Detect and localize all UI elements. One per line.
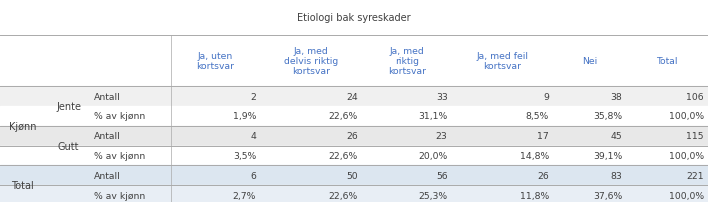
Text: 38: 38 — [610, 92, 622, 101]
Text: 45: 45 — [610, 132, 622, 140]
Text: 24: 24 — [346, 92, 358, 101]
Text: Antall: Antall — [94, 132, 121, 140]
Text: 33: 33 — [435, 92, 447, 101]
Text: 106: 106 — [686, 92, 704, 101]
Text: 1,9%: 1,9% — [233, 112, 256, 121]
Text: Antall: Antall — [94, 171, 121, 180]
Bar — [0, 36, 708, 87]
Text: 83: 83 — [610, 171, 622, 180]
Text: 3,5%: 3,5% — [233, 151, 256, 160]
Text: 6: 6 — [251, 171, 256, 180]
Text: 221: 221 — [686, 171, 704, 180]
Text: Total: Total — [656, 57, 678, 66]
Text: 8,5%: 8,5% — [526, 112, 549, 121]
Text: 17: 17 — [537, 132, 549, 140]
Text: Nei: Nei — [582, 57, 598, 66]
Text: 56: 56 — [436, 171, 447, 180]
Text: 4: 4 — [251, 132, 256, 140]
Text: Total: Total — [11, 180, 34, 190]
Text: 22,6%: 22,6% — [329, 151, 358, 160]
Text: 11,8%: 11,8% — [520, 191, 549, 200]
Text: 22,6%: 22,6% — [329, 112, 358, 121]
Text: % av kjønn: % av kjønn — [94, 151, 146, 160]
Text: Antall: Antall — [94, 92, 121, 101]
Text: 9: 9 — [543, 92, 549, 101]
Bar — [0, 0, 708, 36]
Text: Ja, med
delvis riktig
kortsvar: Ja, med delvis riktig kortsvar — [284, 46, 338, 76]
Text: 100,0%: 100,0% — [668, 191, 704, 200]
Text: Gutt: Gutt — [58, 141, 79, 151]
Text: 22,6%: 22,6% — [329, 191, 358, 200]
Text: 23: 23 — [435, 132, 447, 140]
Text: 14,8%: 14,8% — [520, 151, 549, 160]
Text: 39,1%: 39,1% — [593, 151, 622, 160]
Text: 35,8%: 35,8% — [593, 112, 622, 121]
Text: 115: 115 — [686, 132, 704, 140]
Bar — [0, 166, 708, 185]
Bar — [0, 126, 708, 146]
Text: Kjønn: Kjønn — [9, 121, 37, 131]
Text: 100,0%: 100,0% — [668, 151, 704, 160]
Text: 20,0%: 20,0% — [418, 151, 447, 160]
Bar — [0, 87, 708, 106]
Text: 100,0%: 100,0% — [668, 112, 704, 121]
Text: 2,7%: 2,7% — [233, 191, 256, 200]
Text: % av kjønn: % av kjønn — [94, 191, 146, 200]
Text: 50: 50 — [346, 171, 358, 180]
Text: 26: 26 — [537, 171, 549, 180]
Text: Etiologi bak syreskader: Etiologi bak syreskader — [297, 13, 411, 23]
Bar — [0, 146, 708, 166]
Text: 25,3%: 25,3% — [418, 191, 447, 200]
Text: Jente: Jente — [56, 101, 81, 111]
Text: 26: 26 — [346, 132, 358, 140]
Bar — [0, 185, 708, 202]
Text: 31,1%: 31,1% — [418, 112, 447, 121]
Text: 37,6%: 37,6% — [593, 191, 622, 200]
Text: 2: 2 — [251, 92, 256, 101]
Text: Ja, uten
kortsvar: Ja, uten kortsvar — [197, 52, 234, 71]
Text: Ja, med
riktig
kortsvar: Ja, med riktig kortsvar — [388, 46, 426, 76]
Text: % av kjønn: % av kjønn — [94, 112, 146, 121]
Text: Ja, med feil
kortsvar: Ja, med feil kortsvar — [476, 52, 528, 71]
Bar — [0, 106, 708, 126]
